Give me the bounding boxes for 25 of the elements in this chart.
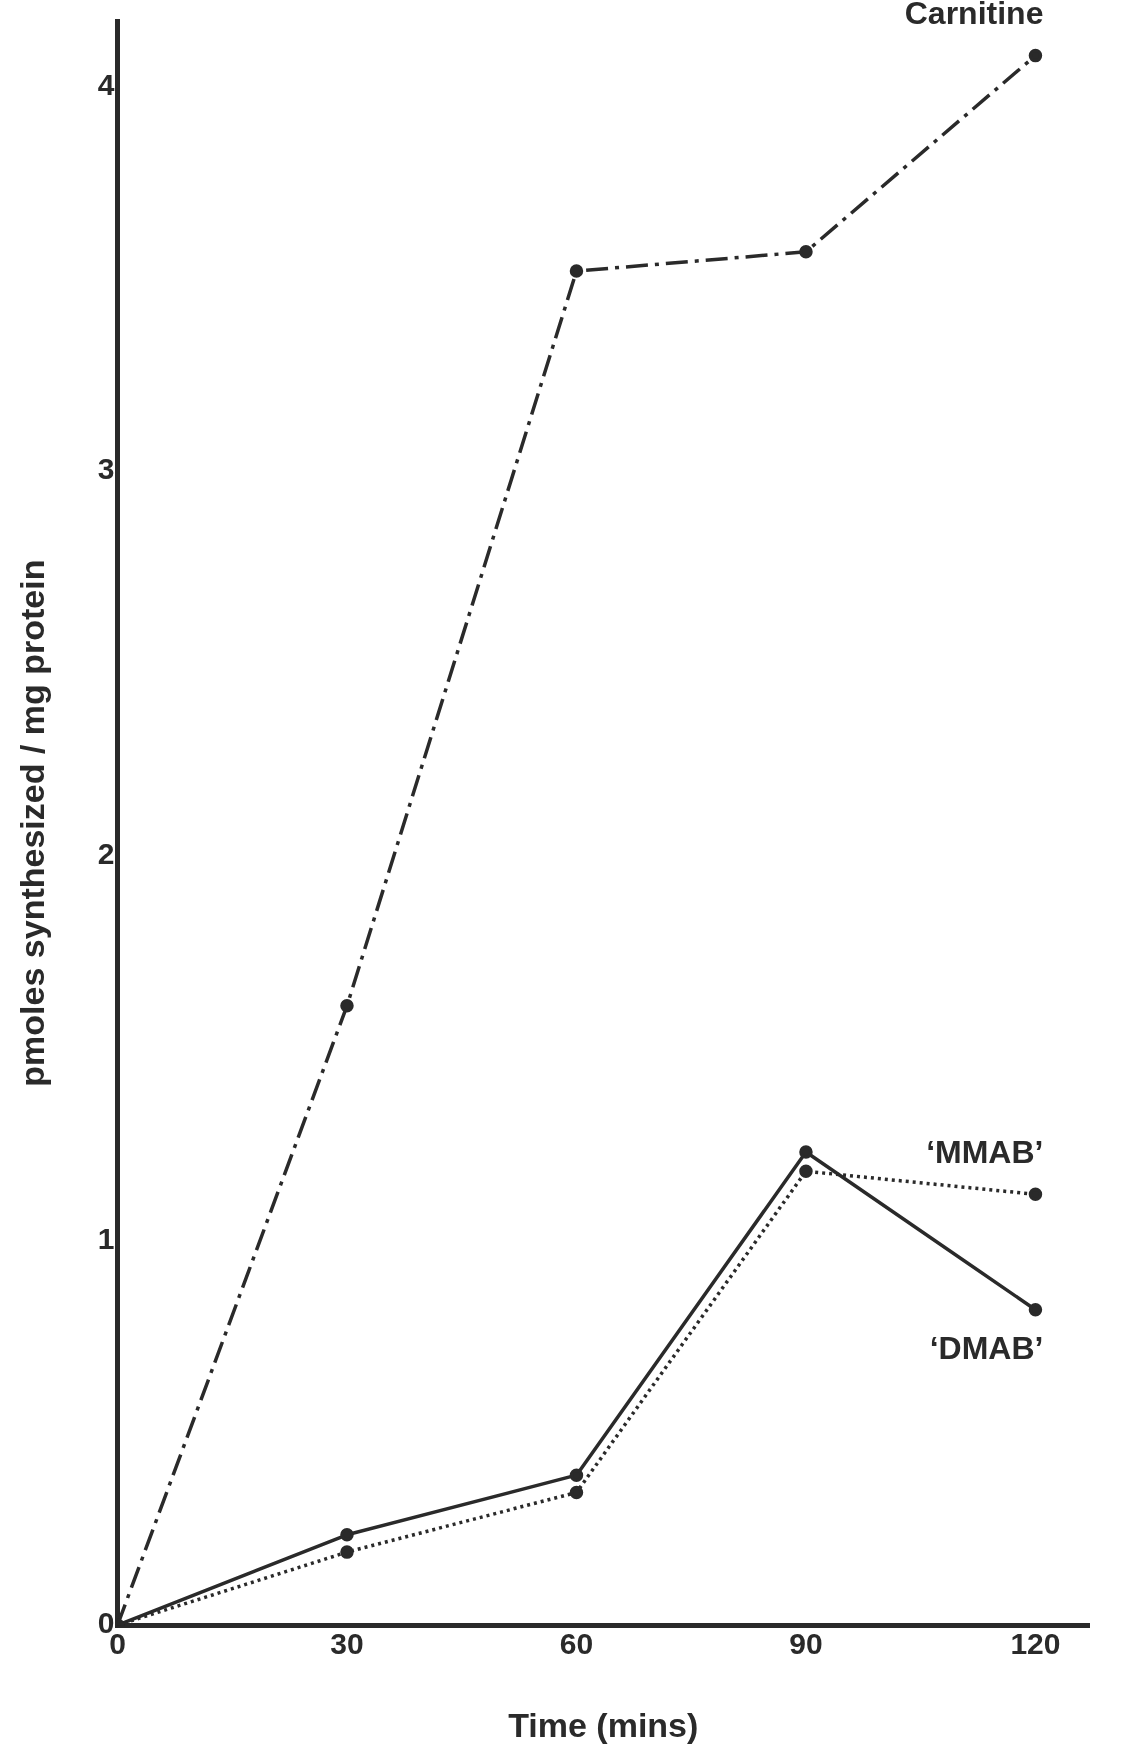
y-tick-label: 2 (97, 837, 115, 871)
point (799, 245, 813, 259)
point (340, 999, 354, 1013)
x-tick-label: 120 (1010, 1627, 1061, 1661)
point (799, 1145, 813, 1159)
series-label: ‘DMAB’ (929, 1329, 1044, 1366)
point (340, 1545, 354, 1559)
series-label: Carnitine (904, 0, 1044, 32)
x-axis-title: Time (mins) (508, 1705, 699, 1744)
point (799, 1164, 813, 1178)
x-tick-label: 30 (330, 1627, 364, 1661)
x-tick-label: 60 (559, 1627, 594, 1661)
y-tick-label: 3 (97, 452, 115, 486)
y-tick-label: 4 (97, 67, 115, 101)
point (1028, 1303, 1043, 1317)
point (340, 1528, 354, 1542)
point (569, 264, 584, 278)
point (1028, 48, 1043, 63)
x-tick-label: 90 (789, 1627, 823, 1661)
point (1028, 1187, 1043, 1202)
point (569, 1485, 584, 1500)
point (569, 1468, 584, 1482)
y-axis-title: pmoles synthesized / mg protein (12, 559, 51, 1087)
series-label: ‘MMAB’ (926, 1134, 1044, 1171)
y-tick-label: 1 (97, 1221, 115, 1255)
